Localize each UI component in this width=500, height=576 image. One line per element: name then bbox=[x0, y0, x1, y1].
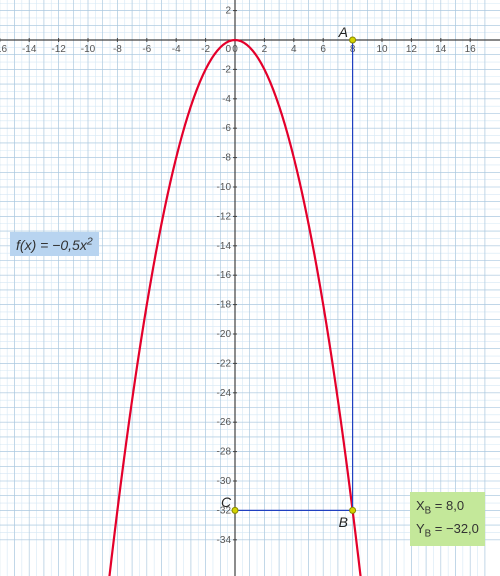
function-formula-text: f(x) = −0,5x2 bbox=[16, 237, 93, 253]
point-B bbox=[350, 507, 356, 513]
svg-text:-24: -24 bbox=[217, 388, 232, 399]
svg-text:0: 0 bbox=[232, 44, 238, 55]
point-C bbox=[232, 507, 238, 513]
svg-text:-6: -6 bbox=[142, 44, 151, 55]
svg-text:-28: -28 bbox=[217, 447, 232, 458]
coord-line: YB = −32,0 bbox=[416, 519, 479, 542]
svg-text:0: 0 bbox=[225, 44, 231, 55]
svg-text:4: 4 bbox=[291, 44, 297, 55]
svg-text:12: 12 bbox=[406, 44, 418, 55]
function-formula-box: f(x) = −0,5x2 bbox=[10, 232, 99, 256]
svg-text:2: 2 bbox=[262, 44, 268, 55]
svg-text:10: 10 bbox=[376, 44, 388, 55]
svg-text:-34: -34 bbox=[217, 535, 232, 546]
svg-text:-16: -16 bbox=[0, 44, 7, 55]
point-label-B: B bbox=[339, 514, 348, 530]
svg-text:-8: -8 bbox=[113, 44, 122, 55]
svg-text:-2: -2 bbox=[222, 64, 231, 75]
plot-svg: -16-14-12-10-8-6-4-20246810121416-34-32-… bbox=[0, 0, 500, 576]
svg-text:-26: -26 bbox=[217, 417, 232, 428]
svg-text:-14: -14 bbox=[22, 44, 37, 55]
svg-text:-4: -4 bbox=[222, 94, 231, 105]
coord-line: XB = 8,0 bbox=[416, 496, 479, 519]
coord-readout-box: XB = 8,0YB = −32,0 bbox=[410, 492, 485, 546]
svg-text:-20: -20 bbox=[217, 329, 232, 340]
svg-text:-4: -4 bbox=[172, 44, 181, 55]
svg-text:-8: -8 bbox=[222, 153, 231, 164]
svg-text:-14: -14 bbox=[217, 241, 232, 252]
svg-text:-16: -16 bbox=[217, 270, 232, 281]
plot-container: -16-14-12-10-8-6-4-20246810121416-34-32-… bbox=[0, 0, 500, 576]
svg-text:-18: -18 bbox=[217, 300, 232, 311]
svg-text:-2: -2 bbox=[201, 44, 210, 55]
svg-text:-10: -10 bbox=[217, 182, 232, 193]
svg-text:-10: -10 bbox=[81, 44, 96, 55]
point-A bbox=[350, 37, 356, 43]
svg-text:-6: -6 bbox=[222, 123, 231, 134]
point-label-C: C bbox=[221, 494, 231, 510]
svg-text:14: 14 bbox=[435, 44, 447, 55]
svg-text:2: 2 bbox=[225, 6, 231, 17]
svg-text:6: 6 bbox=[320, 44, 326, 55]
svg-text:-30: -30 bbox=[217, 476, 232, 487]
svg-text:-12: -12 bbox=[51, 44, 66, 55]
svg-text:-12: -12 bbox=[217, 211, 232, 222]
point-label-A: A bbox=[339, 24, 348, 40]
svg-text:-22: -22 bbox=[217, 358, 232, 369]
svg-text:16: 16 bbox=[465, 44, 477, 55]
